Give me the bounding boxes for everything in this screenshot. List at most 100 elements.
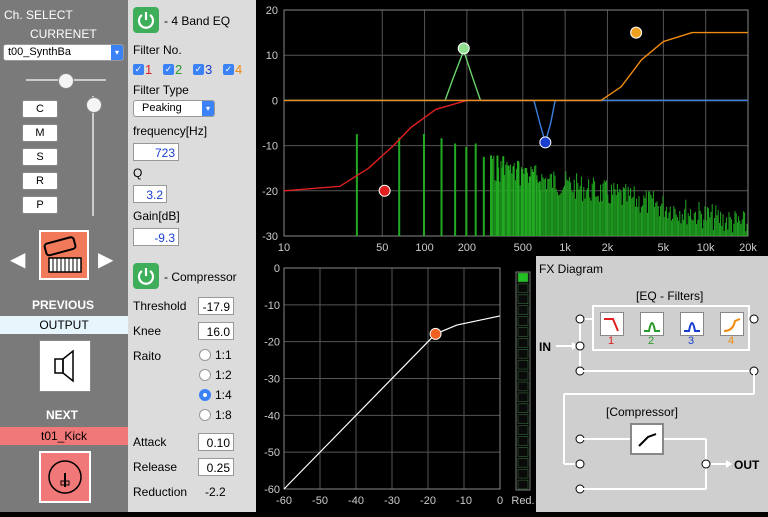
next-value: t01_Kick — [0, 427, 128, 445]
filter-type-select[interactable]: Peaking ▾ — [133, 100, 215, 117]
frequency-input[interactable]: 723 — [133, 143, 179, 161]
reduction-value: -2.2 — [205, 485, 226, 499]
prev-channel-arrow-icon[interactable]: ◀ — [10, 249, 26, 271]
knee-label: Knee — [133, 324, 162, 338]
highshelf-filter-icon[interactable] — [720, 312, 744, 336]
comp-x-tick-label: -20 — [420, 495, 436, 507]
reduction-meter-segment — [517, 392, 529, 403]
c-button[interactable]: C — [22, 100, 58, 118]
reduction-meter-segment — [517, 468, 529, 479]
peak-filter-icon[interactable] — [640, 312, 664, 336]
comp-x-tick-label: -50 — [312, 495, 328, 507]
eq-x-tick-label: 100 — [415, 242, 433, 254]
compressor-curve-chart[interactable]: -60 -50 -40 -30 -20 -10 0 0 -10 -20 -30 -40 -50 -60 Re… — [256, 256, 536, 512]
previous-value: OUTPUT — [0, 316, 128, 334]
ratio-1-1-radio[interactable] — [199, 349, 211, 361]
eq-filter-curve-3 — [284, 99, 748, 144]
r-button[interactable]: R — [22, 172, 58, 190]
previous-label: PREVIOUS — [32, 298, 95, 312]
comp-y-tick-label: -30 — [264, 374, 280, 386]
channel-select-panel: Ch. SELECT CURRENET t00_SynthBa ▾ C M S … — [0, 0, 128, 512]
eq-filter-curve-2 — [284, 50, 748, 102]
eq-y-tick-label: 0 — [272, 95, 278, 107]
fx-filter-num-4: 4 — [728, 335, 735, 347]
filter-no-label: Filter No. — [133, 43, 182, 57]
eq-power-button[interactable] — [133, 7, 159, 33]
filter3-label: 3 — [205, 62, 213, 77]
ch-select-title: Ch. SELECT — [4, 8, 73, 22]
eq-filter-handle-2 — [457, 42, 470, 55]
ratio-1-8-radio[interactable] — [199, 409, 211, 421]
lowcut-filter-icon[interactable] — [600, 312, 624, 336]
comp-y-tick-label: -60 — [264, 484, 280, 496]
reduction-meter-segment — [517, 414, 529, 424]
power-icon — [137, 268, 155, 285]
next-channel-arrow-icon[interactable]: ▶ — [98, 249, 114, 271]
comp-plot-frame — [283, 267, 501, 490]
eq-x-tick-label: 20k — [739, 242, 757, 254]
knee-input[interactable]: 16.0 — [198, 322, 234, 340]
frequency-label: frequency[Hz] — [133, 124, 208, 138]
synth-instrument-icon[interactable] — [39, 230, 89, 280]
ratio-1-4-radio[interactable] — [199, 389, 211, 401]
filter4-checkbox[interactable]: ✓ — [223, 64, 234, 75]
attack-label: Attack — [133, 435, 167, 449]
s-button[interactable]: S — [22, 148, 58, 166]
volume-slider-handle[interactable] — [86, 97, 102, 113]
notch-filter-icon[interactable] — [680, 312, 704, 336]
ratio-1-4-label: 1:4 — [215, 388, 232, 402]
compressor-label: [Compressor] — [606, 405, 679, 419]
p-button[interactable]: P — [22, 196, 58, 214]
release-input[interactable]: 0.25 — [198, 458, 234, 476]
current-channel-select[interactable]: t00_SynthBa ▾ — [3, 44, 124, 61]
eq-x-tick-label: 500 — [514, 242, 532, 254]
gain-input[interactable]: -9.3 — [133, 228, 179, 246]
fx-filter-num-3: 3 — [688, 335, 695, 347]
reduction-meter-label: Red. — [511, 495, 534, 507]
comp-x-tick-label: -40 — [348, 495, 364, 507]
eq-spectrum — [355, 134, 748, 236]
current-label: CURRENET — [30, 27, 97, 41]
compressor-power-button[interactable] — [133, 263, 159, 289]
comp-threshold-handle — [429, 327, 442, 340]
parameter-panel: - 4 Band EQ Filter No. ✓ 1 ✓ 2 ✓ 3 ✓ 4 F… — [128, 0, 256, 512]
filter3-checkbox[interactable]: ✓ — [193, 64, 204, 75]
eq-filters-label: [EQ - Filters] — [636, 289, 704, 303]
threshold-input[interactable]: -17.9 — [198, 297, 234, 315]
m-button[interactable]: M — [22, 124, 58, 142]
q-input[interactable]: 3.2 — [133, 185, 167, 203]
reduction-meter-segment — [517, 316, 529, 326]
filter-type-value: Peaking — [142, 102, 182, 114]
attack-input[interactable]: 0.10 — [198, 433, 234, 451]
ratio-label: Raito — [133, 349, 162, 363]
reduction-meter-segment — [517, 283, 529, 294]
out-label: OUT — [734, 458, 760, 472]
filter2-label: 2 — [175, 62, 183, 77]
filter4-label: 4 — [235, 62, 243, 77]
fx-filter-num-1: 1 — [608, 335, 615, 347]
pan-slider-handle[interactable] — [58, 73, 74, 89]
release-label: Release — [133, 460, 178, 474]
filter1-checkbox[interactable]: ✓ — [133, 64, 144, 75]
reduction-meter-frame — [515, 271, 531, 491]
q-label: Q — [133, 166, 143, 180]
ratio-1-2-radio[interactable] — [199, 369, 211, 381]
reduction-meter-segment — [517, 327, 529, 337]
eq-response-chart[interactable]: 10 50 100 200 500 1k 2k 5k 10k 20k 20 10 0 -10 -20 -30 — [256, 0, 768, 256]
comp-y-tick-label: -40 — [264, 410, 280, 422]
chevron-down-icon: ▾ — [202, 101, 214, 116]
reduction-meter-segment — [517, 349, 529, 359]
volume-slider-track — [92, 96, 94, 216]
current-channel-value: t00_SynthBa — [8, 46, 71, 58]
reduction-meter-segment — [517, 403, 529, 414]
kick-drum-icon[interactable] — [39, 451, 91, 503]
eq-x-tick-label: 50 — [376, 242, 388, 254]
reduction-meter-segment — [517, 458, 529, 468]
reduction-meter-segment — [517, 436, 529, 446]
next-label: NEXT — [46, 408, 79, 422]
speaker-icon[interactable] — [39, 340, 91, 392]
ratio-1-2-label: 1:2 — [215, 368, 232, 382]
eq-x-tick-label: 5k — [658, 242, 670, 254]
filter2-checkbox[interactable]: ✓ — [163, 64, 174, 75]
in-label: IN — [539, 340, 551, 354]
